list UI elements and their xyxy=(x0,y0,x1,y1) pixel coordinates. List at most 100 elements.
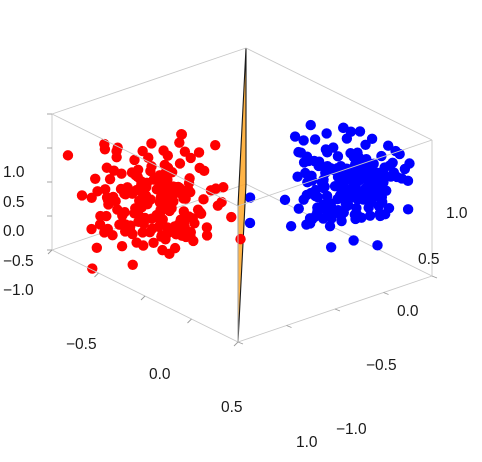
data-point xyxy=(127,259,138,271)
data-point xyxy=(138,218,149,229)
x-tick-label: −0.5 xyxy=(66,336,97,353)
data-point xyxy=(332,193,343,205)
data-point xyxy=(372,240,383,251)
data-point xyxy=(157,244,168,256)
separating-plane-layer xyxy=(237,47,247,343)
data-point xyxy=(350,213,361,225)
z-tick-label: 0.0 xyxy=(3,223,25,240)
x-tick-mark xyxy=(140,295,146,301)
y-tick-label: 1.0 xyxy=(446,205,468,222)
data-point xyxy=(218,182,229,193)
y-tick-mark xyxy=(383,292,389,295)
data-point xyxy=(363,202,374,213)
data-point xyxy=(178,206,190,217)
data-point xyxy=(107,230,118,241)
data-point xyxy=(184,228,196,240)
x-tick-mark xyxy=(47,249,53,255)
data-point xyxy=(176,230,188,241)
x-tick-mark xyxy=(94,272,99,278)
data-point xyxy=(94,219,106,230)
x-tick-label: 1.0 xyxy=(296,434,318,451)
data-point xyxy=(312,206,323,217)
data-point xyxy=(335,210,347,221)
data-point xyxy=(285,220,297,232)
data-point xyxy=(101,162,113,173)
data-point xyxy=(148,174,159,185)
data-point xyxy=(115,218,126,230)
data-point xyxy=(363,163,375,174)
data-point xyxy=(306,170,317,182)
data-point xyxy=(321,128,332,139)
data-point xyxy=(195,207,206,218)
data-point xyxy=(382,140,394,151)
data-point xyxy=(298,157,310,168)
data-point xyxy=(145,165,156,177)
data-point xyxy=(146,138,157,149)
data-point xyxy=(183,177,195,189)
x-tick-mark xyxy=(187,318,192,324)
z-tick-label: −0.5 xyxy=(3,253,34,270)
data-point xyxy=(131,237,142,248)
data-point xyxy=(99,184,111,195)
data-point xyxy=(210,139,221,151)
data-point xyxy=(325,242,337,253)
data-point xyxy=(127,228,138,240)
data-point xyxy=(122,182,133,193)
data-point xyxy=(99,227,110,238)
data-point xyxy=(373,200,385,212)
data-point xyxy=(298,194,309,205)
data-point xyxy=(311,157,322,168)
data-point xyxy=(279,194,291,206)
data-point xyxy=(179,146,191,157)
data-point xyxy=(110,195,121,207)
y-tick-mark xyxy=(286,325,292,328)
data-point xyxy=(325,163,337,174)
data-point xyxy=(332,151,344,162)
data-point xyxy=(169,242,181,254)
data-point xyxy=(347,186,358,197)
y-tick-mark xyxy=(431,275,438,279)
data-point xyxy=(137,227,148,238)
data-point xyxy=(376,169,387,180)
data-point xyxy=(174,137,185,148)
data-point xyxy=(318,182,329,194)
data-point xyxy=(129,208,140,219)
data-point xyxy=(101,192,113,203)
data-point xyxy=(354,126,366,137)
data-point xyxy=(172,181,184,193)
data-point xyxy=(119,206,130,218)
points-behind-plane xyxy=(244,119,415,253)
data-point xyxy=(387,157,398,168)
data-point xyxy=(99,144,111,155)
data-point xyxy=(310,190,321,202)
data-point xyxy=(205,185,217,196)
data-point xyxy=(289,131,301,142)
data-point xyxy=(111,145,122,157)
data-point xyxy=(169,221,180,232)
data-point xyxy=(298,135,309,146)
y-tick-label: 0.0 xyxy=(397,303,419,320)
data-point xyxy=(364,210,376,221)
data-point xyxy=(293,203,304,214)
box-edge xyxy=(51,113,239,207)
data-point xyxy=(385,171,397,182)
data-point xyxy=(174,158,186,169)
y-tick-mark xyxy=(334,308,341,312)
box-edge xyxy=(245,47,433,141)
axis-ticks xyxy=(47,113,438,347)
z-tick-label: 1.0 xyxy=(3,164,25,181)
separating-plane xyxy=(237,47,247,343)
data-point xyxy=(194,162,205,174)
data-point xyxy=(156,231,167,242)
data-point xyxy=(62,150,74,161)
data-point xyxy=(90,173,101,185)
data-point xyxy=(375,184,386,196)
data-point xyxy=(116,168,127,179)
data-point xyxy=(104,173,116,185)
data-point xyxy=(148,237,159,248)
data-point xyxy=(132,171,143,183)
data-point xyxy=(116,240,128,252)
data-point xyxy=(376,150,387,162)
data-point xyxy=(336,163,347,174)
